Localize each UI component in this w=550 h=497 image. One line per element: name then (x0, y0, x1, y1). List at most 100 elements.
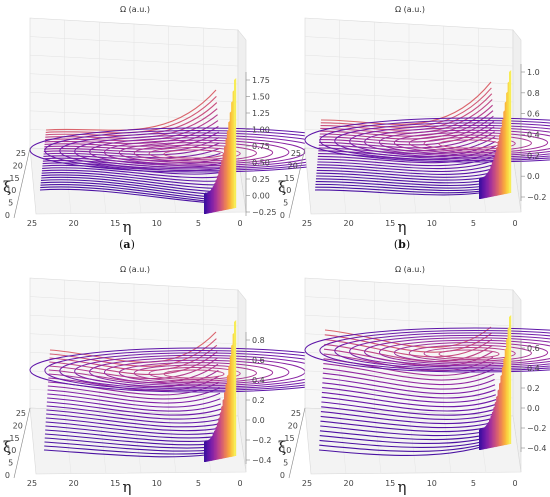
contour-line (45, 425, 224, 439)
grid-line (64, 149, 72, 214)
contour-ring (423, 347, 516, 361)
contour-line (322, 387, 496, 403)
contour-line (49, 351, 218, 376)
contour-line (321, 396, 497, 412)
contour-line (319, 126, 495, 149)
contour-line (321, 406, 498, 420)
xi-tick-label: 25 (291, 149, 301, 158)
surface-b (479, 70, 512, 199)
z-tick-label: 0.6 (527, 110, 540, 119)
contour-line (317, 162, 498, 173)
contour-ring (118, 362, 274, 384)
xi-axis-b: 25 20 15 10 5 0 (280, 147, 306, 220)
xi-tick-label: 25 (16, 409, 26, 418)
z-tick-label: 1.50 (252, 93, 270, 102)
xi-tick-label: 0 (5, 211, 10, 220)
z-axis-title: Ω (a.u.) (120, 5, 150, 14)
z-axis-c: 0.8 0.6 0.4 0.2 0.0 −0.2 −0.4 (245, 332, 271, 465)
z-tick-label: 0.0 (252, 416, 265, 425)
contour-line (318, 145, 497, 161)
contour-ring (408, 344, 532, 362)
eta-tick-label: 15 (385, 479, 395, 488)
contour-line (43, 147, 221, 159)
grid-line (99, 410, 107, 474)
eta-tick-label: 0 (237, 219, 242, 228)
surface-c (204, 320, 237, 462)
contour-line (322, 372, 495, 390)
xi-tick-label: 15 (284, 434, 294, 443)
grid-line (339, 409, 347, 474)
panel-d: 0.60.40.20.0−0.2−0.4Ω (a.u.)25 20 15 10 5 0η2… (278, 265, 550, 496)
z-tick-label: 1.0 (527, 68, 540, 77)
xi-tick-label: 20 (288, 421, 298, 430)
contour-ring (364, 337, 550, 367)
contour-line (46, 405, 222, 420)
z-tick-label: −0.2 (527, 424, 546, 433)
z-axis-a: 1.75 1.50 1.25 1.00 0.75 0.50 0.25 0.00 −0.25 (245, 72, 277, 217)
z-tick-label: −0.4 (252, 456, 271, 465)
contour-line (322, 377, 496, 395)
xi-tick-label: 20 (288, 161, 298, 170)
z-tick-label: −0.25 (252, 208, 277, 217)
z-tick-label: 0.8 (527, 89, 540, 98)
contour-line (321, 391, 497, 408)
xi-tick-label: 5 (283, 459, 288, 468)
xi-tick-label: 20 (13, 421, 23, 430)
xi-axis-title: ξ (278, 438, 286, 456)
xi-tick-label: 0 (280, 211, 285, 220)
contour-ring (319, 119, 550, 161)
xi-tick-label: 25 (16, 149, 26, 158)
z-tick-label: 0.0 (527, 404, 540, 413)
contour-ring (334, 332, 550, 370)
xi-axis-c: 25 20 15 10 5 0 (5, 407, 31, 480)
panel-b: 1.0 0.8 0.6 0.4 0.2 0.0 −0.2 Ω (a.u.) 25 20 15 10 5 0… (278, 5, 550, 251)
z-tick-label: −0.2 (527, 193, 546, 202)
z-axis-title: Ω (a.u.) (120, 265, 150, 274)
eta-axis-a: 25 20 15 10 5 0 (27, 219, 243, 228)
xi-tick-label: 25 (291, 409, 301, 418)
contour-ring (148, 147, 241, 161)
eta-tick-label: 25 (302, 479, 312, 488)
eta-axis-title: η (398, 218, 407, 236)
contour-line (323, 363, 495, 381)
contour-line (323, 367, 495, 386)
xi-axis-d: 25 20 15 10 5 0 (280, 407, 306, 480)
contour-line (320, 104, 493, 137)
contour-ring (349, 334, 550, 368)
contour-line (320, 87, 492, 128)
z-tick-label: 0.50 (252, 159, 270, 168)
contour-ring (349, 124, 550, 158)
grid-line (374, 410, 382, 474)
xi-tick-label: 5 (283, 199, 288, 208)
contour-line (45, 417, 223, 432)
xi-tick-label: 10 (6, 186, 16, 195)
surface-d (479, 315, 512, 450)
eta-axis-b: 25 20 15 10 5 0 (302, 219, 518, 228)
contour-ring (408, 134, 532, 152)
z-tick-label: −0.4 (527, 444, 546, 453)
contour-line (47, 393, 221, 408)
eta-tick-label: 10 (152, 479, 162, 488)
eta-tick-label: 0 (512, 479, 517, 488)
eta-tick-label: 15 (110, 219, 120, 228)
contour-line (320, 81, 492, 125)
eta-tick-label: 25 (27, 219, 37, 228)
contour-line (317, 154, 497, 167)
contour-line (319, 110, 494, 140)
z-tick-label: 0.6 (527, 344, 540, 353)
z-axis-d: 0.6 0.4 0.2 0.0 −0.2 −0.4 (520, 340, 546, 453)
contour-ring (393, 132, 549, 154)
contour-ring (118, 142, 274, 164)
panel-label: (a) (119, 238, 135, 251)
eta-tick-label: 20 (344, 479, 354, 488)
contour-line (316, 169, 499, 178)
contour-line (316, 166, 498, 175)
xi-tick-label: 15 (9, 434, 19, 443)
contour-line (46, 401, 222, 416)
contour-ring (438, 349, 500, 359)
z-tick-label: 1.25 (252, 109, 270, 118)
xi-tick-label: 15 (9, 174, 19, 183)
contour-line (47, 385, 220, 400)
eta-tick-label: 0 (512, 219, 517, 228)
